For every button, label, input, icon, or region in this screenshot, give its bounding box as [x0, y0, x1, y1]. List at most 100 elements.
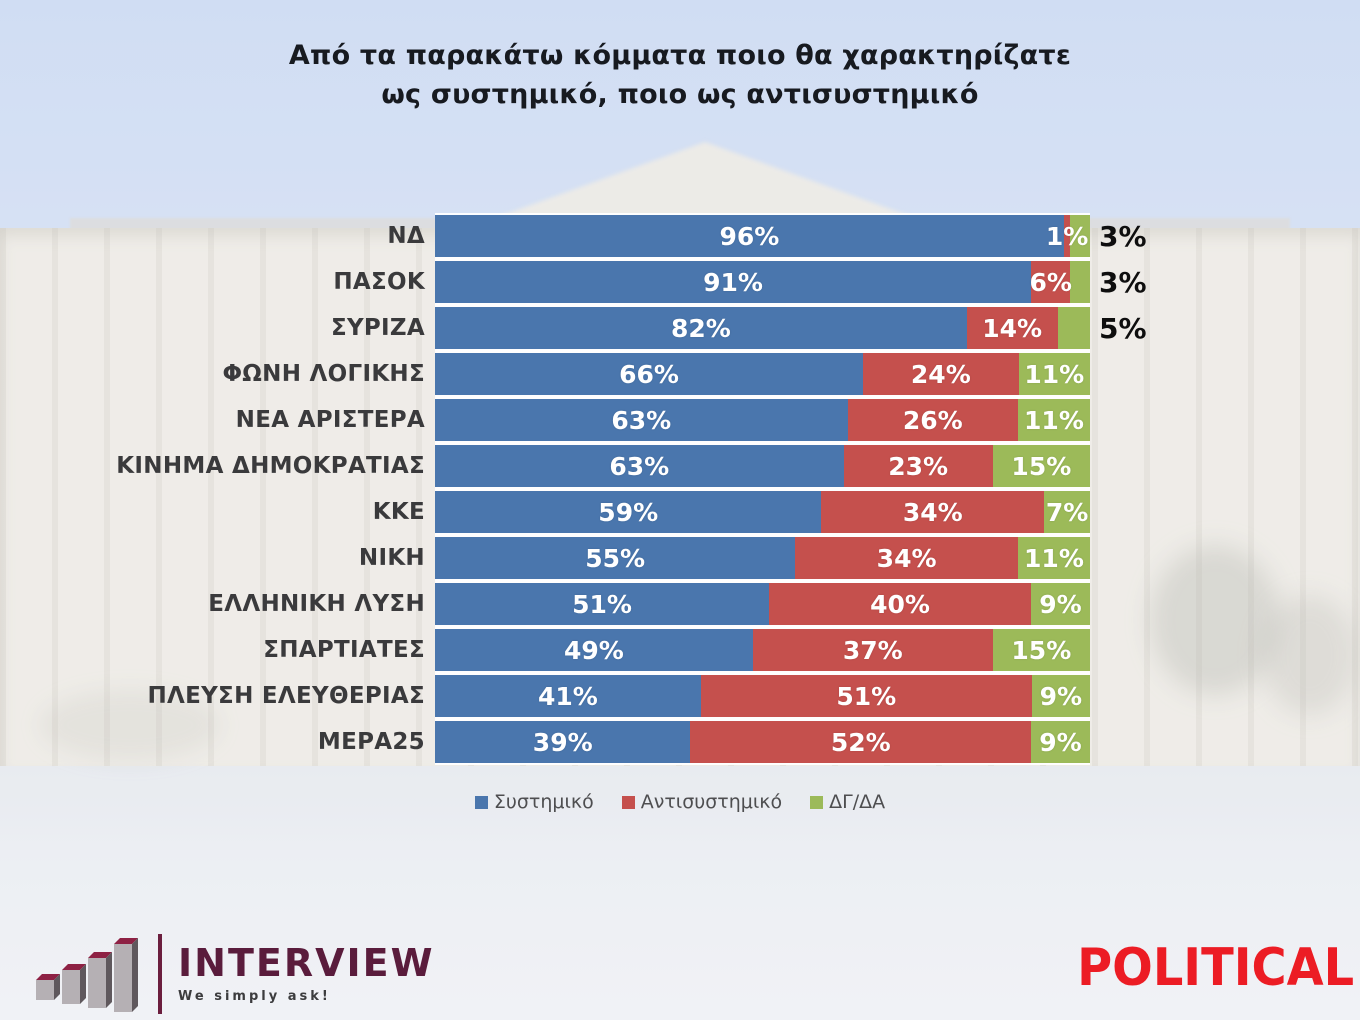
category-label: ΠΛΕΥΣΗ ΕΛΕΥΘΕΡΙΑΣ [147, 683, 425, 709]
bar-segment-systemic: 82% [435, 307, 967, 349]
bar-segment-dkda [1070, 215, 1090, 257]
legend-item: Συστημικό [474, 791, 594, 813]
chart-title: Από τα παρακάτω κόμματα ποιο θα χαρακτηρ… [0, 36, 1360, 114]
value-label: 82% [670, 313, 731, 343]
category-label: ΝΕΑ ΑΡΙΣΤΕΡΑ [235, 407, 425, 433]
category-label: ΚΚΕ [372, 499, 425, 525]
bar-track: 82% 14% [435, 307, 1090, 349]
value-label: 34% [902, 497, 963, 527]
bar-segment-antisystemic: 51% [700, 675, 1032, 717]
value-label: 51% [572, 589, 632, 619]
value-label: 11% [1024, 543, 1084, 573]
legend-swatch [810, 795, 824, 809]
category-label: ΣΥΡΙΖΑ [330, 315, 425, 341]
legend-label: Συστημικό [493, 791, 594, 813]
bar-row: ΠΑΣΟΚ 91% 6% 3% [142, 261, 1242, 303]
category-label: ΝΙΚΗ [358, 545, 425, 571]
value-label: 6% [1029, 267, 1072, 297]
value-label: 9% [1039, 727, 1082, 757]
bar-track: 41% 51% 9% [435, 675, 1090, 717]
value-label: 96% [719, 221, 780, 251]
category-label: ΚΙΝΗΜΑ ΔΗΜΟΚΡΑΤΙΑΣ [116, 453, 425, 479]
value-label: 1% [1045, 221, 1089, 251]
value-label: 26% [902, 405, 963, 435]
bar-segment-antisystemic: 52% [690, 721, 1032, 763]
bar-segment-dkda [1070, 261, 1090, 303]
bar-chart-3d-icon [36, 938, 138, 1012]
logo-divider [158, 934, 162, 1014]
bar-row: ΜΕΡΑ25 39% 52% 9% [142, 721, 1242, 763]
value-label: 11% [1024, 405, 1084, 435]
category-label: ΜΕΡΑ25 [317, 729, 425, 755]
bar-segment-antisystemic: 40% [769, 583, 1032, 625]
bar-track: 91% 6% [435, 261, 1090, 303]
bar-track: 63% 23% 15% [435, 445, 1090, 487]
bar-segment-systemic: 96% [435, 215, 1064, 257]
value-label: 63% [611, 405, 672, 435]
value-label: 9% [1039, 681, 1083, 711]
bar-segment-dkda: 11% [1017, 537, 1090, 579]
category-label: ΝΔ [387, 223, 425, 249]
bar-segment-systemic: 59% [435, 491, 822, 533]
bar-segment-systemic: 63% [435, 445, 844, 487]
bar-segment-systemic: 66% [435, 353, 864, 395]
bar-row: ΕΛΛΗΝΙΚΗ ΛΥΣΗ 51% 40% 9% [142, 583, 1242, 625]
bar-row: ΦΩΝΗ ΛΟΓΙΚΗΣ 66% 24% 11% [142, 353, 1242, 395]
bar-segment-antisystemic: 37% [752, 629, 993, 671]
interview-tagline: We simply ask! [178, 989, 331, 1004]
bar-track: 51% 40% 9% [435, 583, 1090, 625]
bar-segment-systemic: 51% [435, 583, 770, 625]
bar-track: 63% 26% 11% [435, 399, 1090, 441]
bar-row: ΝΕΑ ΑΡΙΣΤΕΡΑ 63% 26% 11% [142, 399, 1242, 441]
value-label: 59% [598, 497, 659, 527]
bar-segment-dkda: 7% [1044, 491, 1090, 533]
stacked-bar-chart: ΝΔ 96% 1% 3% ΠΑΣΟΚ 91% 6% 3% ΣΥΡΙΖΑ 82% 14% 5% ΦΩΝΗ … [116, 215, 1242, 767]
legend-item: ΔΓ/ΔΑ [810, 791, 885, 813]
value-label: 24% [910, 359, 971, 389]
bar-segment-dkda: 15% [992, 629, 1090, 671]
value-label: 52% [830, 727, 891, 757]
bar-row: ΣΥΡΙΖΑ 82% 14% 5% [142, 307, 1242, 349]
legend-swatch [621, 795, 635, 809]
category-label: ΦΩΝΗ ΛΟΓΙΚΗΣ [222, 361, 425, 387]
bar-track: 39% 52% 9% [435, 721, 1090, 763]
legend-label: ΔΓ/ΔΑ [829, 791, 886, 813]
bar-segment-systemic: 49% [435, 629, 753, 671]
value-label: 9% [1039, 589, 1082, 619]
value-label: 37% [842, 635, 903, 665]
bar-row: ΠΛΕΥΣΗ ΕΛΕΥΘΕΡΙΑΣ 41% 51% 9% [142, 675, 1242, 717]
bar-segment-dkda: 11% [1017, 399, 1090, 441]
bar-track: 59% 34% 7% [435, 491, 1090, 533]
bar-row: ΚΙΝΗΜΑ ΔΗΜΟΚΡΑΤΙΑΣ 63% 23% 15% [116, 445, 1242, 487]
value-label: 40% [870, 589, 930, 619]
value-label: 11% [1024, 359, 1085, 389]
bar-segment-dkda: 11% [1018, 353, 1090, 395]
bar-track: 66% 24% 11% [435, 353, 1090, 395]
bar-track: 96% 1% [435, 215, 1090, 257]
bar-segment-systemic: 91% [435, 261, 1032, 303]
bar-row: ΝΙΚΗ 55% 34% 11% [142, 537, 1242, 579]
value-label: 63% [609, 451, 670, 481]
bar-segment-antisystemic: 26% [847, 399, 1018, 441]
category-label: ΕΛΛΗΝΙΚΗ ΛΥΣΗ [208, 591, 425, 617]
bar-segment-antisystemic: 14% [966, 307, 1058, 349]
value-label: 7% [1045, 497, 1089, 527]
bar-segment-systemic: 63% [435, 399, 848, 441]
legend-item: Αντισυστημικό [621, 791, 782, 813]
value-label: 51% [836, 681, 897, 711]
bar-segment-antisystemic: 23% [843, 445, 993, 487]
interview-wordmark: INTERVIEW [178, 941, 435, 985]
bar-segment-systemic: 39% [435, 721, 691, 763]
bar-segment-antisystemic: 24% [863, 353, 1019, 395]
bar-segment-dkda: 15% [992, 445, 1090, 487]
parliament-pediment [495, 142, 915, 218]
chart-title-line1: Από τα παρακάτω κόμματα ποιο θα χαρακτηρ… [288, 40, 1072, 71]
category-label: ΣΠΑΡΤΙΑΤΕΣ [263, 637, 425, 663]
value-label: 91% [703, 267, 763, 297]
bar-row: ΣΠΑΡΤΙΑΤΕΣ 49% 37% 15% [142, 629, 1242, 671]
interview-logo: INTERVIEW We simply ask! [34, 930, 435, 1018]
value-label: 49% [563, 635, 624, 665]
bar-segment-antisystemic: 34% [795, 537, 1018, 579]
value-label: 23% [888, 451, 949, 481]
